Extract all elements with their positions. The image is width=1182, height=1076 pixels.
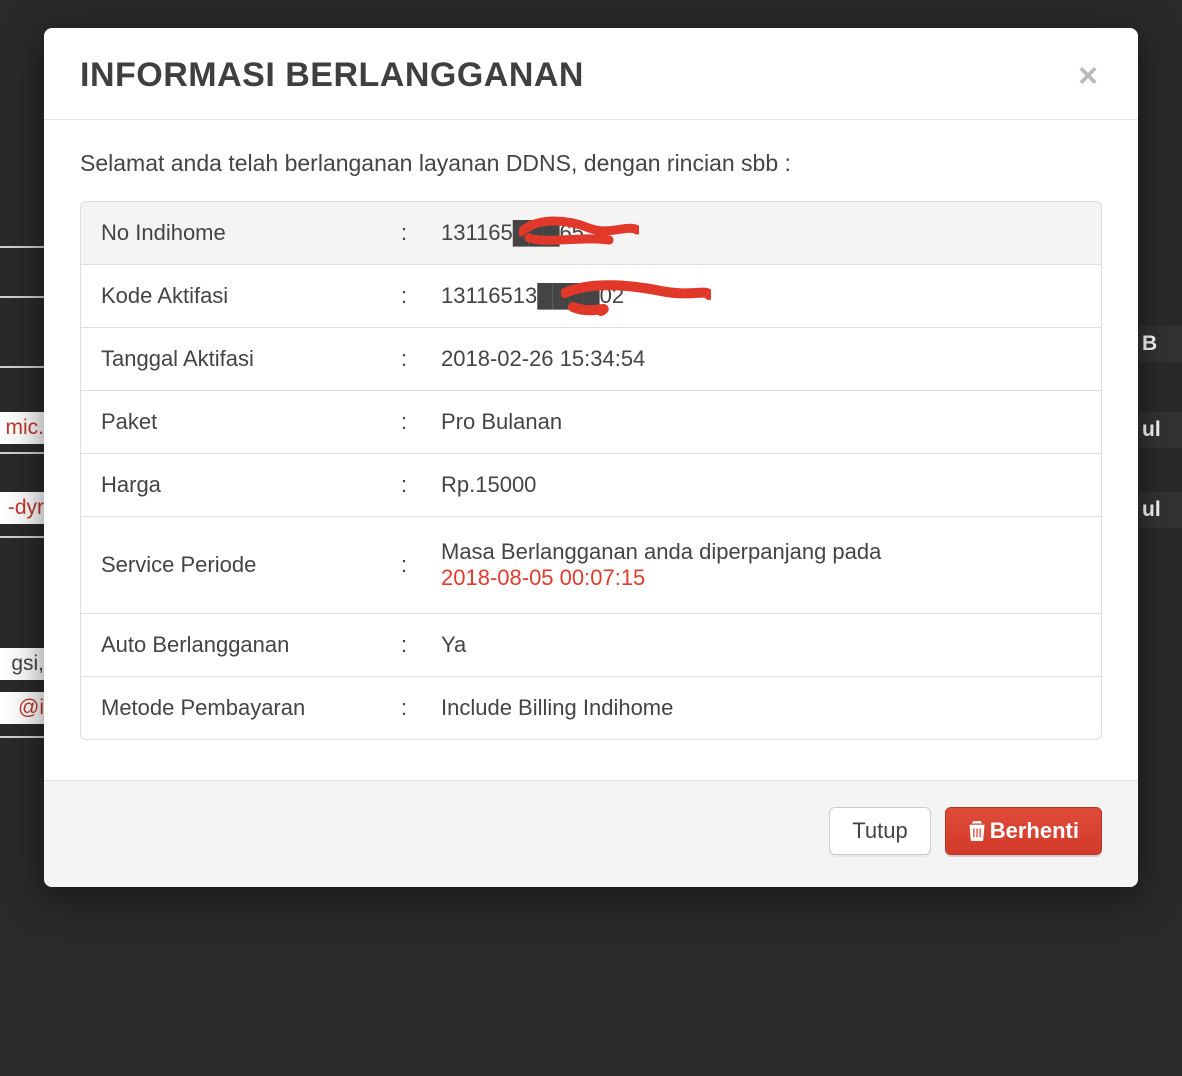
subscription-info-modal: INFORMASI BERLANGGANAN × Selamat anda te… <box>44 28 1138 887</box>
separator: : <box>401 552 441 578</box>
row-auto-berlangganan: Auto Berlangganan : Ya <box>81 614 1101 677</box>
bg-divider <box>0 452 44 454</box>
close-button[interactable]: Tutup <box>829 807 930 855</box>
bg-divider <box>0 246 44 248</box>
separator: : <box>401 632 441 658</box>
modal-title: INFORMASI BERLANGGANAN <box>80 56 584 95</box>
row-harga: Harga : Rp.15000 <box>81 454 1101 517</box>
modal-footer: Tutup Berhenti <box>44 780 1138 887</box>
bg-divider <box>0 536 44 538</box>
value-auto-berlangganan: Ya <box>441 632 1081 658</box>
label-kode-aktifasi: Kode Aktifasi <box>101 283 401 309</box>
bg-hint: B <box>1138 326 1182 362</box>
bg-hint: @i <box>0 692 44 724</box>
row-kode-aktifasi: Kode Aktifasi : 13116513████02 <box>81 265 1101 328</box>
subscription-details-table: No Indihome : 131165███65 Kode Aktifasi … <box>80 201 1102 740</box>
label-metode-pembayaran: Metode Pembayaran <box>101 695 401 721</box>
label-tanggal-aktifasi: Tanggal Aktifasi <box>101 346 401 372</box>
row-metode-pembayaran: Metode Pembayaran : Include Billing Indi… <box>81 677 1101 739</box>
row-tanggal-aktifasi: Tanggal Aktifasi : 2018-02-26 15:34:54 <box>81 328 1101 391</box>
row-paket: Paket : Pro Bulanan <box>81 391 1101 454</box>
label-auto-berlangganan: Auto Berlangganan <box>101 632 401 658</box>
row-no-indihome: No Indihome : 131165███65 <box>81 202 1101 265</box>
value-harga: Rp.15000 <box>441 472 1081 498</box>
bg-hint: ul <box>1138 492 1182 528</box>
value-kode-aktifasi: 13116513████02 <box>441 283 1081 309</box>
label-harga: Harga <box>101 472 401 498</box>
close-icon[interactable]: × <box>1074 59 1102 93</box>
value-no-indihome: 131165███65 <box>441 220 1081 246</box>
bg-divider <box>0 296 44 298</box>
separator: : <box>401 472 441 498</box>
stop-button-label: Berhenti <box>990 818 1079 844</box>
intro-text: Selamat anda telah berlanganan layanan D… <box>80 150 1102 177</box>
label-no-indihome: No Indihome <box>101 220 401 246</box>
value-no-indihome-text: 131165███65 <box>441 220 584 245</box>
value-service-periode: Masa Berlangganan anda diperpanjang pada… <box>441 539 1081 591</box>
modal-header: INFORMASI BERLANGGANAN × <box>44 28 1138 120</box>
separator: : <box>401 346 441 372</box>
service-periode-date: 2018-08-05 00:07:15 <box>441 565 645 590</box>
value-kode-aktifasi-text: 13116513████02 <box>441 283 624 308</box>
value-tanggal-aktifasi: 2018-02-26 15:34:54 <box>441 346 1081 372</box>
bg-hint: mic. <box>0 412 44 444</box>
separator: : <box>401 695 441 721</box>
bg-hint: -dyr <box>0 492 44 524</box>
separator: : <box>401 283 441 309</box>
trash-icon <box>968 821 986 841</box>
separator: : <box>401 220 441 246</box>
service-periode-note: Masa Berlangganan anda diperpanjang pada <box>441 539 1081 565</box>
value-paket: Pro Bulanan <box>441 409 1081 435</box>
value-metode-pembayaran: Include Billing Indihome <box>441 695 1081 721</box>
bg-divider <box>0 736 44 738</box>
stop-subscription-button[interactable]: Berhenti <box>945 807 1102 855</box>
bg-hint: gsi, <box>0 648 44 680</box>
modal-body: Selamat anda telah berlanganan layanan D… <box>44 120 1138 780</box>
row-service-periode: Service Periode : Masa Berlangganan anda… <box>81 517 1101 614</box>
label-service-periode: Service Periode <box>101 552 401 578</box>
bg-divider <box>0 366 44 368</box>
bg-hint: ul <box>1138 412 1182 448</box>
separator: : <box>401 409 441 435</box>
label-paket: Paket <box>101 409 401 435</box>
